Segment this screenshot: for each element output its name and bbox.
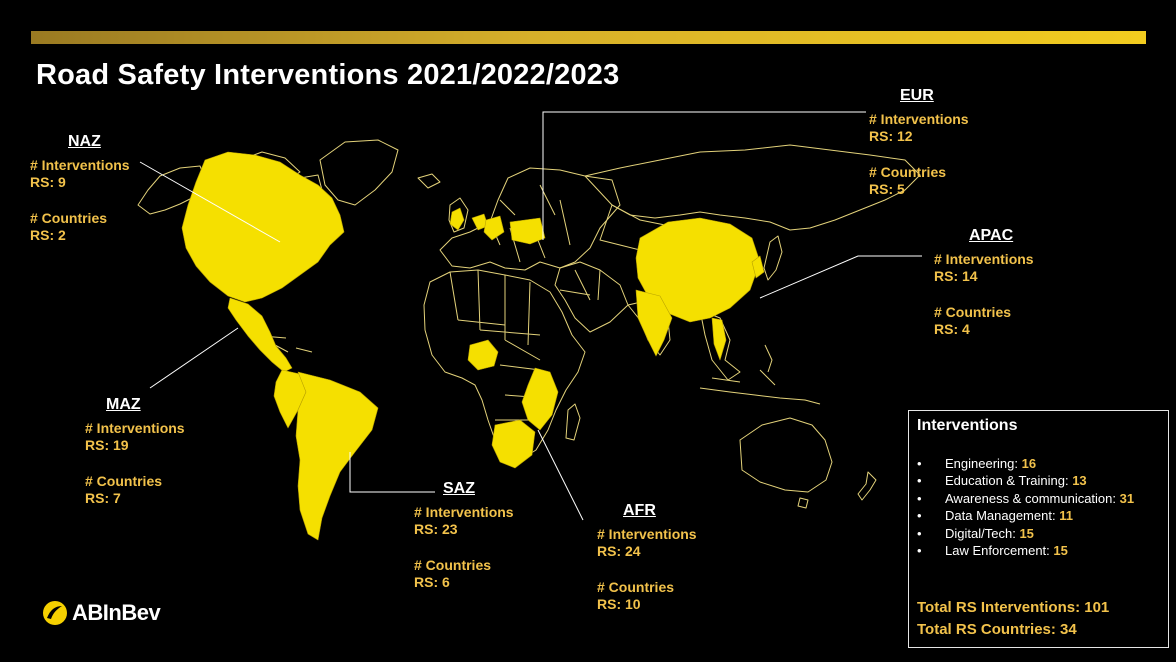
region-eur-label: EUR # Interventions RS: 12 # Countries R… xyxy=(869,87,969,199)
afr-east-highlight xyxy=(521,367,559,431)
eur-leader-line xyxy=(542,111,866,240)
region-afr-label: AFR # Interventions RS: 24 # Countries R… xyxy=(597,502,697,614)
region-afr-name: AFR xyxy=(623,502,656,519)
apac-vietnam-highlight xyxy=(711,317,727,361)
apac-countries-value: RS: 4 xyxy=(934,321,970,337)
page-title: Road Safety Interventions 2021/2022/2023 xyxy=(36,59,620,91)
apac-china-highlight xyxy=(635,217,761,323)
naz-highlight xyxy=(181,151,345,303)
afr-interventions-value: RS: 24 xyxy=(597,543,641,559)
afr-interventions-label: # Interventions xyxy=(597,525,697,542)
naz-countries-value: RS: 2 xyxy=(30,227,66,243)
saz-interventions-value: RS: 23 xyxy=(414,521,458,537)
saz-leader-line xyxy=(349,452,435,493)
interventions-panel: Interventions Engineering: 16 Education … xyxy=(908,410,1169,648)
eur-uk-highlight xyxy=(449,207,465,231)
header-gradient-bar xyxy=(31,31,1146,44)
region-apac-label: APAC # Interventions RS: 14 # Countries … xyxy=(934,227,1034,339)
list-item: Digital/Tech: 15 xyxy=(915,525,1134,543)
naz-countries-label: # Countries xyxy=(30,209,108,226)
maz-leader-line xyxy=(149,327,239,389)
saz-highlight xyxy=(295,371,379,541)
madagascar-outline xyxy=(565,403,581,441)
eur-countries-value: RS: 5 xyxy=(869,181,905,197)
eur-interventions-value: RS: 12 xyxy=(869,128,913,144)
tasmania-outline xyxy=(797,497,809,509)
total-interventions: Total RS Interventions: 101 xyxy=(917,599,1110,616)
afr-countries-label: # Countries xyxy=(597,578,675,595)
eur-interventions-label: # Interventions xyxy=(869,110,969,127)
region-eur-name: EUR xyxy=(900,87,934,104)
interventions-panel-title: Interventions xyxy=(917,417,1018,434)
apac-leader-line xyxy=(759,255,922,299)
eur-germany-highlight xyxy=(483,215,505,241)
saz-countries-value: RS: 6 xyxy=(414,574,450,590)
maz-highlight xyxy=(227,297,293,373)
naz-leader-line xyxy=(139,161,281,243)
region-apac-name: APAC xyxy=(969,227,1014,244)
new-zealand-outline xyxy=(857,471,877,501)
iceland-outline xyxy=(417,173,441,189)
maz-countries-value: RS: 7 xyxy=(85,490,121,506)
region-saz-name: SAZ xyxy=(443,480,475,497)
total-countries: Total RS Countries: 34 xyxy=(917,620,1077,638)
apac-countries-label: # Countries xyxy=(934,303,1012,320)
region-naz-name: NAZ xyxy=(68,133,101,150)
apac-interventions-label: # Interventions xyxy=(934,250,1034,267)
indonesia-outline xyxy=(699,344,821,405)
abinbev-logo-icon xyxy=(43,601,67,625)
middle-east-outline xyxy=(554,261,629,333)
apac-korea-highlight xyxy=(751,255,765,279)
russia-outline xyxy=(584,144,921,231)
eur-central-highlight xyxy=(509,217,546,245)
list-item: Data Management: 11 xyxy=(915,507,1134,525)
list-item: Education & Training: 13 xyxy=(915,472,1134,490)
middle-east-borders xyxy=(559,269,601,301)
interventions-list: Engineering: 16 Education & Training: 13… xyxy=(915,455,1134,560)
europe-outline xyxy=(439,167,621,271)
saz-interventions-label: # Interventions xyxy=(414,503,514,520)
australia-outline xyxy=(739,417,833,493)
nigeria-highlight xyxy=(467,339,499,371)
maz-interventions-label: # Interventions xyxy=(85,419,185,436)
naz-interventions-value: RS: 9 xyxy=(30,174,66,190)
afr-leader-line xyxy=(537,429,584,521)
region-maz-label: MAZ # Interventions RS: 19 # Countries R… xyxy=(85,396,185,508)
eur-countries-label: # Countries xyxy=(869,163,947,180)
abinbev-logo: ABInBev xyxy=(42,600,161,626)
saz-countries-label: # Countries xyxy=(414,556,492,573)
list-item: Law Enforcement: 15 xyxy=(915,542,1134,560)
apac-india-highlight xyxy=(635,289,673,357)
maz-interventions-value: RS: 19 xyxy=(85,437,129,453)
apac-interventions-value: RS: 14 xyxy=(934,268,978,284)
japan-outline xyxy=(763,235,783,281)
uk-outline xyxy=(448,197,469,233)
africa-outline xyxy=(423,269,586,463)
region-naz-label: NAZ # Interventions RS: 9 # Countries RS… xyxy=(30,133,130,245)
naz-interventions-label: # Interventions xyxy=(30,156,130,173)
maz-countries-label: # Countries xyxy=(85,472,163,489)
region-maz-name: MAZ xyxy=(106,396,141,413)
afr-south-highlight xyxy=(491,419,536,469)
logo-text: ABInBev xyxy=(72,600,161,625)
list-item: Awareness & communication: 31 xyxy=(915,490,1134,508)
region-saz-label: SAZ # Interventions RS: 23 # Countries R… xyxy=(414,480,514,592)
list-item: Engineering: 16 xyxy=(915,455,1134,473)
totals: Total RS Interventions: 101 Total RS Cou… xyxy=(917,597,1109,640)
greenland-outline xyxy=(319,139,399,206)
afr-countries-value: RS: 10 xyxy=(597,596,641,612)
